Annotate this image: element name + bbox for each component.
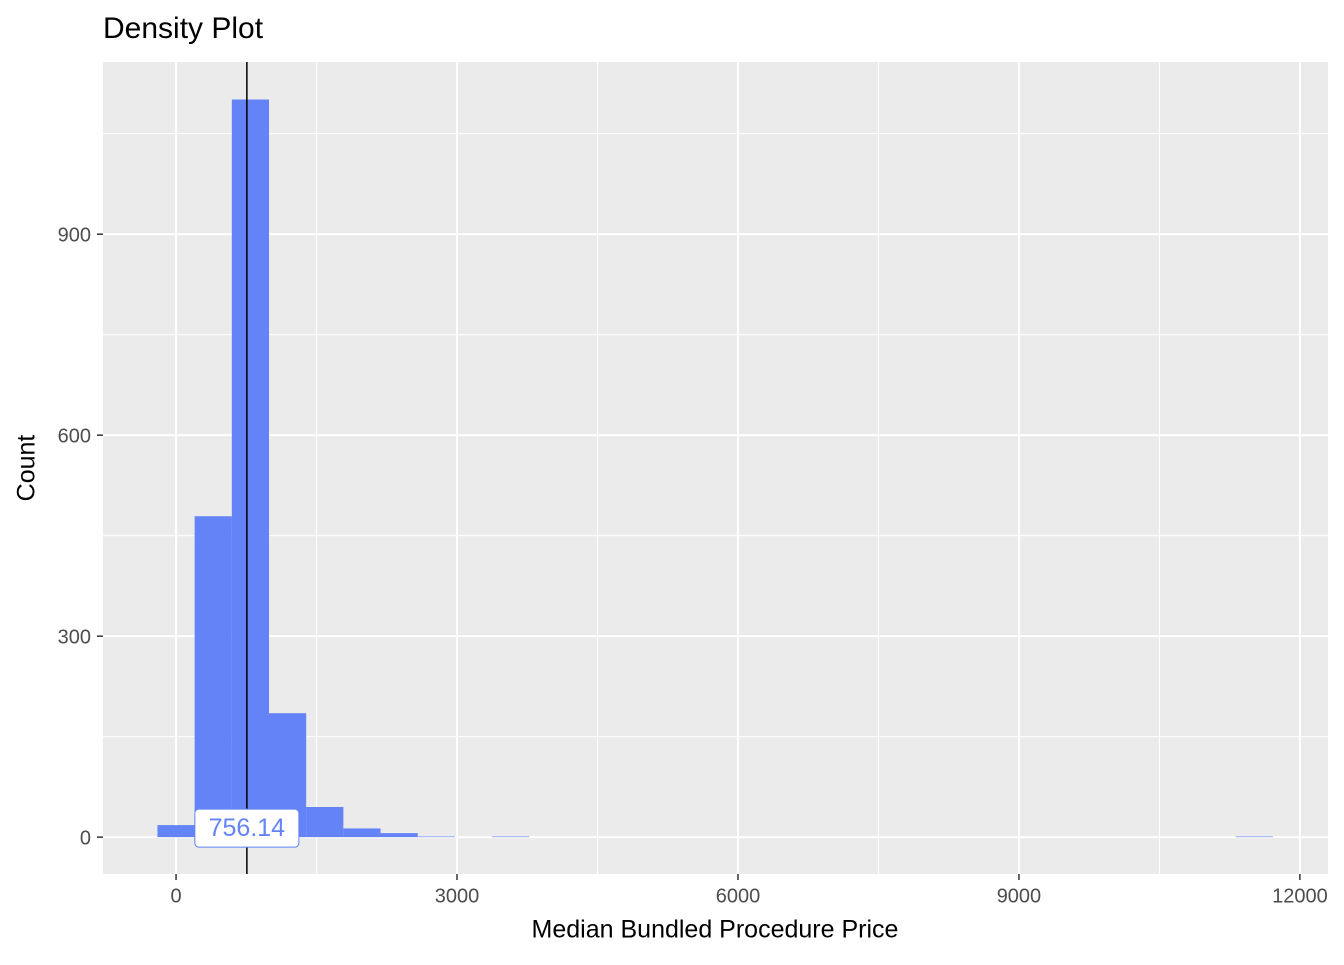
bar — [1235, 836, 1273, 838]
bar — [492, 836, 530, 838]
x-tick-label: 9000 — [997, 885, 1042, 907]
chart-title: Density Plot — [103, 12, 264, 45]
y-axis-title: Count — [13, 435, 41, 502]
reference-label-text: 756.14 — [209, 814, 286, 842]
y-tick-label: 600 — [58, 425, 91, 447]
reference-label: 756.14 — [194, 808, 300, 848]
x-tick-label: 6000 — [716, 885, 761, 907]
bar — [343, 828, 381, 838]
x-axis-title: Median Bundled Procedure Price — [532, 916, 899, 944]
y-tick-label: 300 — [58, 626, 91, 648]
bar — [157, 825, 195, 838]
bar — [231, 99, 270, 838]
y-tick-label: 0 — [80, 827, 91, 849]
label-box — [194, 808, 300, 848]
x-tick-label: 12000 — [1272, 885, 1328, 907]
x-tick-label: 3000 — [435, 885, 480, 907]
bar — [380, 833, 418, 838]
bar — [306, 807, 344, 838]
x-tick-label: 0 — [170, 885, 181, 907]
bar — [194, 516, 232, 838]
y-tick-label: 900 — [58, 224, 91, 246]
panel — [103, 62, 1328, 874]
bar — [417, 836, 455, 838]
